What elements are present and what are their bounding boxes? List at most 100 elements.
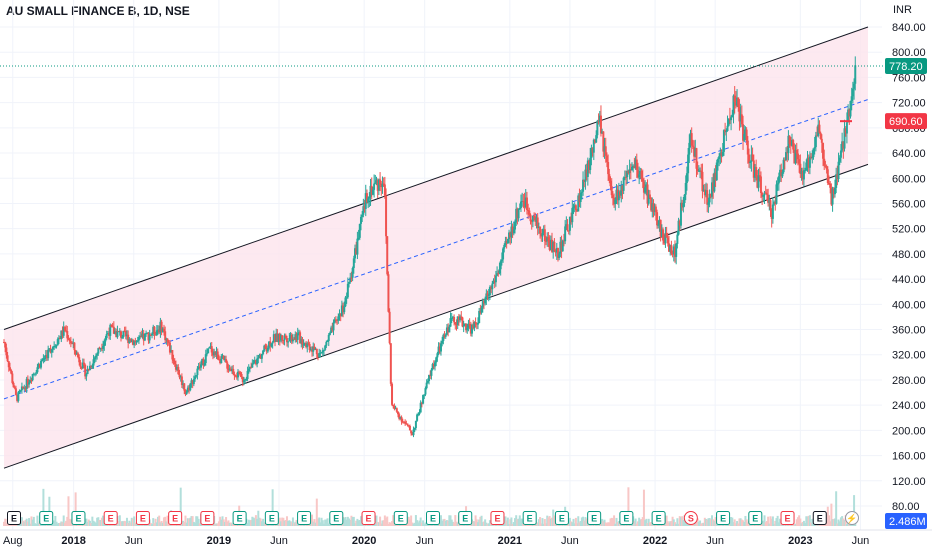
volume-bar (63, 522, 66, 526)
volume-bar (709, 519, 712, 526)
candle (66, 331, 69, 339)
candle (733, 95, 736, 103)
candle (247, 368, 250, 371)
event-marker-earnings-beat[interactable]: E (232, 511, 247, 525)
event-marker-earnings-miss[interactable]: E (200, 511, 215, 525)
volume-bar (69, 519, 72, 526)
event-marker-earnings-beat[interactable]: E (297, 511, 312, 525)
event-marker-split[interactable]: S (683, 511, 698, 525)
candle (325, 341, 328, 346)
event-marker-earnings-beat[interactable]: E (716, 511, 731, 525)
event-marker-earnings-miss[interactable]: E (168, 511, 183, 525)
event-marker-earnings-plain[interactable]: E (7, 511, 21, 525)
candle (30, 380, 33, 382)
volume-bar (413, 522, 416, 526)
candle (94, 355, 97, 358)
candle (271, 342, 274, 344)
event-marker-earnings-beat[interactable]: E (619, 511, 634, 525)
volume-bar (677, 523, 680, 526)
event-letter: E (591, 514, 597, 524)
candle (254, 360, 257, 365)
y-tick-label: 120.00 (892, 476, 926, 488)
volume-bar (707, 518, 710, 526)
candle (496, 273, 499, 276)
volume-bar (571, 522, 574, 526)
event-letter: E (301, 514, 307, 524)
candle (406, 423, 409, 426)
candle (482, 301, 485, 304)
candle (7, 361, 10, 368)
event-marker-earnings-beat[interactable]: E (39, 511, 54, 525)
event-marker-earnings-beat[interactable]: E (71, 511, 86, 525)
event-marker-earnings-miss[interactable]: E (780, 511, 795, 525)
event-marker-earnings-miss[interactable]: E (490, 511, 505, 525)
candle (147, 333, 150, 341)
event-badge (361, 511, 376, 525)
volume-bar (88, 520, 91, 526)
event-marker-earnings-beat[interactable]: E (651, 511, 666, 525)
volume-bar (343, 518, 346, 526)
volume-bar (578, 522, 581, 526)
channel-lower-line (3, 163, 869, 469)
candle (305, 343, 308, 348)
event-marker-earnings-plain[interactable]: E (812, 511, 827, 525)
candle (472, 324, 475, 329)
event-marker-earnings-beat[interactable]: E (329, 511, 344, 525)
candle (572, 207, 575, 209)
candle (5, 347, 8, 356)
volume-bar (276, 523, 279, 526)
event-letter: E (43, 514, 49, 524)
candle (404, 421, 407, 424)
candle (664, 232, 667, 244)
candle (481, 301, 484, 308)
candle (841, 141, 844, 151)
event-marker-earnings-beat[interactable]: E (522, 511, 537, 525)
event-marker-earnings-beat[interactable]: E (264, 511, 279, 525)
candle (546, 237, 549, 242)
event-marker-earnings-beat[interactable]: E (587, 511, 602, 525)
volume-bar (56, 523, 59, 526)
event-marker-earnings-miss[interactable]: E (361, 511, 376, 525)
candle (631, 166, 634, 170)
event-marker-earnings-miss[interactable]: E (135, 511, 150, 525)
candle (777, 176, 780, 184)
x-tick-label: Jun (416, 535, 434, 547)
volume-bar (32, 516, 35, 526)
candle (234, 375, 237, 377)
event-marker-earnings-beat[interactable]: E (426, 511, 440, 525)
event-marker-earnings-beat[interactable]: E (554, 511, 569, 525)
event-marker-earnings-beat[interactable]: E (393, 511, 408, 525)
volume-bar (25, 518, 28, 526)
volume-bar (705, 518, 708, 526)
volume-bar (385, 517, 388, 526)
candle (490, 286, 493, 290)
candle (274, 334, 277, 342)
candle (61, 330, 64, 336)
volume-bar (441, 520, 444, 526)
candle (223, 359, 226, 361)
event-marker-earnings-miss[interactable]: E (103, 511, 118, 525)
volume-bar (646, 523, 649, 526)
candle (104, 337, 107, 342)
event-marker-earnings-beat[interactable]: E (458, 511, 473, 525)
volume-bar (414, 515, 417, 526)
candle (574, 205, 577, 211)
y-tick-label: 400.00 (892, 299, 926, 311)
candle (782, 159, 785, 173)
candle (701, 171, 704, 192)
candle (564, 226, 567, 242)
volume-bar (423, 523, 426, 526)
volume-bar (613, 515, 616, 526)
event-letter: E (430, 514, 436, 524)
volume-bar (488, 520, 491, 526)
volume-bar (312, 521, 315, 526)
event-letter: E (204, 514, 210, 524)
candle (804, 170, 807, 172)
candle (343, 306, 346, 313)
event-marker-earnings-beat[interactable]: E (748, 511, 763, 525)
candle (362, 206, 365, 215)
event-marker-news[interactable]: ⚡ (845, 511, 859, 525)
volume-bar (377, 522, 380, 526)
candle (773, 201, 776, 205)
